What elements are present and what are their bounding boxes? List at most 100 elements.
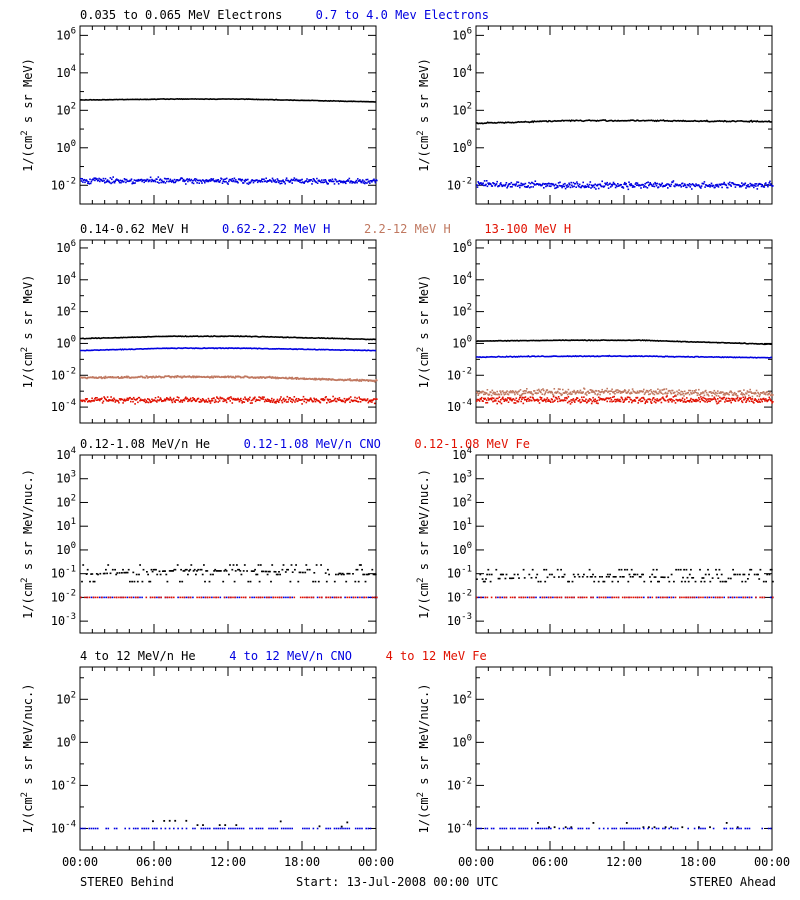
data-point (756, 188, 759, 190)
data-point (580, 186, 582, 189)
data-point (345, 182, 347, 185)
data-point (165, 178, 167, 180)
data-point (719, 400, 722, 402)
data-point (638, 827, 641, 830)
data-point (344, 596, 346, 599)
data-point (243, 179, 246, 182)
data-point (577, 573, 580, 576)
data-point (623, 390, 625, 392)
data-point (569, 183, 571, 186)
data-point (328, 573, 330, 576)
data-point (139, 564, 141, 566)
data-point (287, 827, 289, 830)
data-point (636, 184, 638, 186)
data-point (209, 179, 211, 181)
data-point (643, 185, 646, 187)
y-tick-label: 10-4 (51, 398, 76, 414)
data-point (366, 182, 368, 184)
data-point (345, 400, 347, 402)
data-point (187, 573, 189, 576)
data-point (172, 570, 174, 572)
data-point (154, 399, 156, 402)
data-point (359, 378, 361, 381)
data-point (523, 399, 526, 401)
data-point (546, 389, 549, 391)
data-point (172, 180, 174, 182)
data-point (340, 181, 342, 184)
data-point (259, 377, 261, 379)
data-point (518, 827, 520, 830)
y-axis-label: 1/(cm2 s sr MeV) (20, 275, 35, 389)
data-point (181, 580, 184, 583)
data-point (612, 183, 614, 186)
data-point (106, 396, 109, 398)
data-point (299, 179, 302, 181)
data-point (732, 394, 735, 396)
data-point (122, 402, 124, 404)
data-point (254, 400, 257, 403)
data-point (738, 184, 740, 186)
data-point (688, 400, 690, 402)
data-point (670, 826, 673, 829)
data-point (287, 596, 289, 599)
data-point (184, 568, 187, 571)
data-point (573, 596, 575, 599)
data-point (148, 580, 151, 583)
y-tick-label: 10-4 (51, 819, 76, 835)
data-point (225, 570, 228, 572)
data-point (354, 182, 356, 184)
data-point (149, 580, 152, 583)
data-point (184, 397, 186, 400)
data-point (629, 392, 632, 395)
row3-panel-behind: 1/(cm2 s sr MeV/nuc.)10-310-210-11001011… (20, 446, 378, 634)
data-point (364, 181, 367, 184)
data-point (354, 396, 356, 399)
data-point (113, 596, 116, 599)
data-point (550, 390, 553, 393)
data-point (709, 186, 711, 188)
data-point (260, 180, 262, 182)
data-point (168, 819, 171, 822)
data-point (547, 400, 549, 402)
data-point (500, 399, 502, 401)
data-point (594, 183, 596, 186)
data-series (79, 346, 377, 352)
data-point (238, 568, 240, 571)
data-point (313, 178, 315, 181)
data-point (497, 185, 500, 187)
data-series (80, 176, 378, 185)
data-point (236, 596, 239, 599)
data-point (165, 573, 168, 576)
data-point (741, 401, 744, 404)
data-point (214, 399, 217, 401)
data-point (646, 187, 649, 189)
data-point (371, 401, 373, 403)
data-point (759, 393, 761, 396)
data-point (331, 596, 334, 599)
data-point (654, 398, 656, 401)
data-point (532, 397, 534, 399)
data-point (581, 184, 584, 187)
data-point (289, 397, 291, 399)
data-point (520, 182, 522, 185)
data-point (564, 391, 566, 394)
data-point (575, 186, 577, 188)
data-point (768, 393, 771, 395)
data-point (354, 827, 357, 830)
data-point (143, 827, 145, 830)
data-point (685, 596, 687, 599)
data-point (335, 596, 338, 599)
data-point (734, 186, 737, 188)
data-point (306, 568, 309, 571)
data-point (517, 400, 520, 403)
data-point (88, 596, 91, 599)
data-point (683, 395, 685, 397)
data-point (545, 827, 548, 830)
data-point (485, 402, 487, 404)
data-point (624, 397, 627, 399)
data-point (750, 596, 753, 599)
data-point (192, 180, 194, 182)
data-point (147, 401, 150, 404)
data-point (292, 398, 294, 401)
